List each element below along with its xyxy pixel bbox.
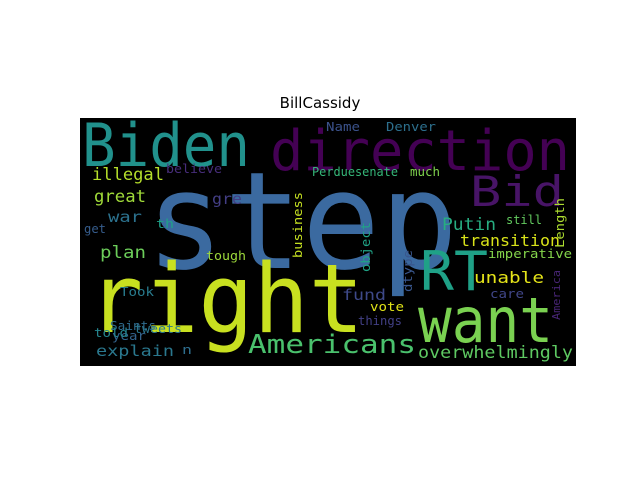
word-great: great [94, 187, 146, 207]
word-step: step [146, 143, 458, 300]
word-fund: fund [342, 286, 386, 304]
word-plan: plan [100, 243, 146, 263]
word-believe: believe [166, 162, 222, 176]
word-illegal: illegal [92, 165, 164, 185]
word-overwhelmingly: overwhelmingly [418, 343, 573, 363]
word-transition: transition [460, 231, 560, 250]
word-want: want [418, 284, 553, 357]
word-th: th [156, 217, 174, 231]
word-much: much [410, 165, 440, 179]
word-object: object [359, 222, 373, 272]
word-name: Name [326, 120, 360, 134]
word-america: America [550, 270, 563, 320]
word-direction: direction [270, 119, 570, 184]
word-vote: vote [370, 300, 404, 314]
word-biden: Biden [82, 118, 250, 181]
word-tough: tough [206, 249, 246, 263]
word-perduesenate: Perduesenate [312, 165, 398, 179]
word-year: year [112, 329, 146, 343]
word-denver: Denver [386, 120, 436, 134]
word-n: n [182, 343, 192, 357]
word-right: right [88, 245, 364, 355]
word-putin: Putin [442, 215, 496, 235]
word-war: war [108, 208, 142, 226]
word-length: Length [553, 198, 567, 248]
word-rt: RT [420, 240, 488, 303]
word-cloud: step right direction Biden want RT Bid A… [80, 118, 576, 366]
word-tweets: tweets [134, 322, 182, 336]
word-unable: unable [474, 268, 544, 287]
word-business: business [291, 192, 305, 258]
word-told: told [94, 326, 128, 340]
word-took: Took [120, 285, 155, 299]
word-get: get [84, 222, 106, 236]
word-gre: gre [212, 190, 242, 208]
word-americans: Americans [248, 330, 416, 360]
word-cloud-canvas: step right direction Biden want RT Bid A… [82, 118, 573, 363]
word-bid: Bid [470, 167, 564, 216]
word-explain: explain [96, 342, 174, 360]
word-imperative: imperative [488, 247, 572, 261]
word-still: still [506, 213, 542, 227]
word-saints: Saints [110, 319, 156, 333]
word-care: care [490, 287, 524, 301]
plot-title: BillCassidy [279, 94, 361, 112]
word-things: things [358, 314, 402, 328]
word-dtype: dtype [401, 250, 415, 292]
